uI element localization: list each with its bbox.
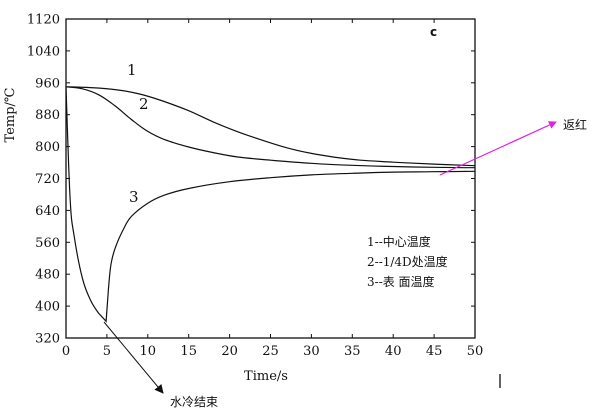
x-tick-label: 50: [467, 344, 484, 359]
x-tick-label: 30: [303, 344, 320, 359]
x-tick-label: 35: [344, 344, 361, 359]
y-tick-label: 1040: [27, 44, 60, 59]
y-tick-label: 880: [35, 108, 60, 123]
x-tick-label: 5: [103, 344, 111, 359]
x-tick-label: 0: [62, 344, 70, 359]
recalescence-annotation: 返红: [563, 117, 587, 132]
curve-label-2: 2: [139, 95, 149, 113]
legend-entry-2: 2--1/4D处温度: [367, 254, 448, 269]
series-line-3: [65, 86, 476, 323]
y-tick-label: 640: [35, 204, 60, 219]
series-line-1: [65, 86, 476, 167]
y-tick-label: 800: [35, 140, 60, 155]
recalescence-arrow: [439, 121, 557, 176]
x-tick-label: 15: [180, 344, 197, 359]
y-tick-label: 1120: [27, 13, 60, 28]
x-tick-label: 40: [385, 344, 402, 359]
x-axis-title: Time/s: [244, 369, 288, 384]
y-tick-label: 560: [35, 236, 60, 251]
y-tick-label: 400: [35, 300, 60, 315]
y-axis-title: Temp/℃: [3, 88, 18, 143]
y-tick-label: 960: [35, 76, 60, 91]
x-tick-label: 25: [262, 344, 279, 359]
water-cooling-end-annotation: 水冷结束: [170, 395, 218, 409]
y-tick-label: 720: [35, 172, 60, 187]
legend-entry-3: 3--表 面温度: [367, 274, 435, 289]
x-tick-label: 10: [140, 344, 157, 359]
x-tick-label: 20: [221, 344, 238, 359]
curve-label-3: 3: [129, 188, 139, 206]
curve-label-1: 1: [127, 61, 137, 79]
series-line-2: [65, 86, 476, 169]
chart-panel-label: c: [430, 25, 437, 39]
y-tick-label: 320: [35, 332, 60, 347]
x-tick-label: 45: [426, 344, 443, 359]
water-cooling-end-arrow: [103, 321, 164, 394]
y-tick-label: 480: [35, 268, 60, 283]
legend-entry-1: 1--中心温度: [367, 234, 431, 249]
